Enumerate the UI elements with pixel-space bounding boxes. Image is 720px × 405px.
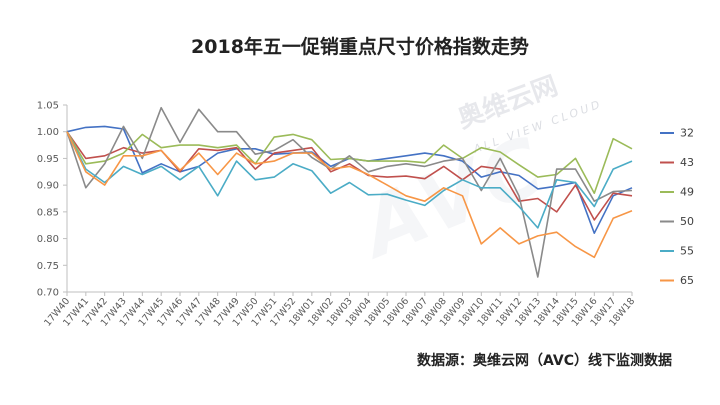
- legend-label-65: 65: [680, 274, 694, 287]
- series-line-65: [66, 131, 633, 259]
- series-line-49: [66, 131, 633, 194]
- y-tick-label: 0.70: [37, 288, 59, 299]
- y-tick-label: 1.05: [37, 101, 59, 112]
- y-tick-label: 0.85: [37, 207, 59, 218]
- y-tick-label: 0.80: [37, 234, 59, 245]
- chart-legend: 32 43 49 50 55 65: [660, 127, 694, 287]
- legend-label-50: 50: [680, 215, 694, 228]
- chart-title: 2018年五一促销重点尺寸价格指数走势: [191, 36, 529, 58]
- legend-label-49: 49: [680, 186, 694, 199]
- legend-label-32: 32: [680, 127, 694, 140]
- y-tick-label: 0.95: [37, 154, 59, 165]
- y-tick-label: 0.75: [37, 261, 59, 272]
- legend-label-43: 43: [680, 156, 694, 169]
- y-tick-label: 0.90: [37, 181, 59, 192]
- series-line-55: [66, 131, 633, 229]
- legend-label-55: 55: [680, 245, 694, 258]
- data-source-note: 数据源：奥维云网（AVC）线下监测数据: [417, 353, 672, 369]
- series-line-50: [66, 106, 633, 278]
- y-tick-label: 1.00: [37, 127, 59, 138]
- series-line-32: [66, 125, 633, 234]
- chart-series: [66, 106, 633, 278]
